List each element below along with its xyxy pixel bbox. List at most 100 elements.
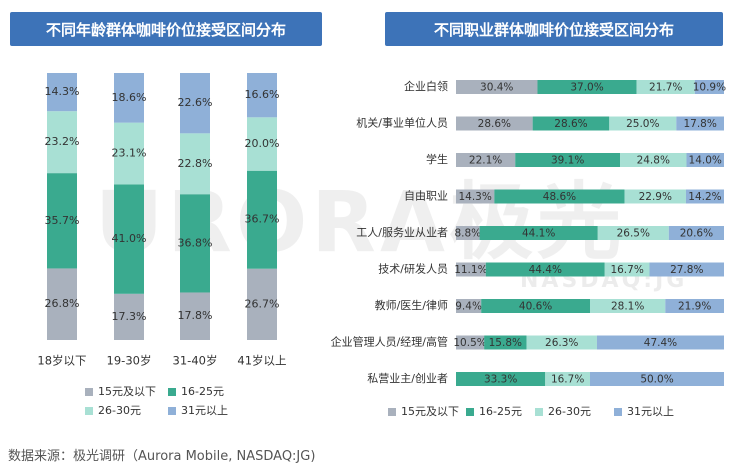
data-label: 17.8%: [683, 118, 716, 130]
bar-segment: [590, 372, 724, 386]
bar-segment: [537, 80, 637, 94]
data-label: 25.0%: [626, 118, 659, 130]
bar-segment: [114, 184, 144, 294]
legend-label: 15元及以下: [98, 385, 156, 398]
bar-segment: [114, 73, 144, 123]
bar-segment: [247, 117, 277, 171]
data-label: 48.6%: [543, 191, 576, 203]
left-chart-title: 不同年龄群体咖啡价位接受区间分布: [10, 12, 322, 46]
data-label: 20.0%: [245, 137, 280, 150]
bar-segment: [47, 73, 77, 112]
y-tick-label: 私营业主/创业者: [367, 371, 448, 385]
data-label: 23.1%: [112, 147, 147, 160]
data-label: 44.1%: [522, 228, 555, 240]
data-label: 28.6%: [478, 118, 511, 130]
bar-segment: [665, 299, 724, 313]
data-label: 28.6%: [554, 118, 587, 130]
bar-segment: [456, 80, 538, 94]
bar-segment: [114, 122, 144, 185]
data-label: 26.3%: [545, 337, 578, 349]
bar-segment: [609, 116, 677, 131]
bar-segment: [620, 153, 687, 167]
bar-segment: [180, 73, 210, 134]
data-label: 40.6%: [519, 301, 552, 313]
legend-swatch: [466, 408, 474, 416]
bar-segment: [532, 116, 610, 131]
bar-segment: [456, 116, 533, 131]
data-label: 33.3%: [484, 374, 517, 386]
bar-segment: [515, 153, 621, 167]
y-tick-label: 自由职业: [404, 189, 448, 203]
y-tick-label: 工人/服务业从业者: [356, 226, 448, 239]
bar-segment: [247, 73, 277, 118]
bar-segment: [180, 292, 210, 340]
data-label: 27.8%: [670, 264, 703, 276]
bar-segment: [485, 262, 605, 277]
bar-segment: [686, 153, 724, 167]
legend-swatch: [168, 407, 176, 415]
bar-segment: [479, 226, 598, 240]
y-tick-label: 企业管理人员/经理/高管: [331, 335, 448, 349]
bar-segment: [526, 335, 597, 350]
data-label: 24.8%: [637, 155, 670, 167]
bar-segment: [604, 262, 650, 277]
bar-segment: [676, 116, 724, 131]
data-label: 18.6%: [112, 91, 147, 104]
y-tick-label: 机关/事业单位人员: [356, 116, 448, 130]
bar-segment: [484, 335, 527, 350]
right-chart-title: 不同职业群体咖啡价位接受区间分布: [385, 12, 723, 46]
bar-segment: [456, 226, 480, 240]
legend-label: 26-30元: [98, 404, 141, 417]
y-tick-label: 教师/医生/律师: [375, 298, 448, 312]
data-label: 47.4%: [644, 337, 677, 349]
data-label: 10.9%: [693, 82, 726, 94]
y-tick-label: 企业白领: [404, 79, 448, 93]
data-label: 30.4%: [480, 82, 513, 94]
legend-label: 15元及以下: [401, 405, 459, 418]
bar-segment: [596, 335, 724, 350]
bar-segment: [456, 153, 516, 167]
data-label: 10.5%: [453, 337, 486, 349]
data-label: 26.7%: [245, 297, 280, 310]
x-tick-label: 41岁以上: [237, 354, 286, 368]
data-label: 17.3%: [112, 310, 147, 323]
legend-label: 16-25元: [479, 405, 522, 418]
bar-segment: [494, 189, 625, 204]
data-label: 21.7%: [649, 82, 682, 94]
data-label: 22.1%: [469, 155, 502, 167]
data-label: 22.8%: [178, 157, 213, 170]
bar-segment: [47, 173, 77, 269]
bar-segment: [481, 299, 590, 313]
data-label: 14.0%: [689, 155, 722, 167]
data-label: 23.2%: [45, 135, 80, 148]
data-label: 16.7%: [551, 374, 584, 386]
data-label: 22.6%: [178, 96, 213, 109]
bar-segment: [114, 293, 144, 340]
legend-label: 26-30元: [548, 405, 591, 418]
y-tick-label: 技术/研发人员: [378, 262, 448, 276]
bar-segment: [456, 189, 495, 204]
bar-segment: [685, 189, 724, 204]
legend-label: 16-25元: [181, 385, 224, 398]
legend-swatch: [535, 408, 543, 416]
legend-swatch: [85, 388, 93, 396]
bar-segment: [590, 299, 666, 313]
data-label: 44.4%: [529, 264, 562, 276]
data-label: 39.1%: [551, 155, 584, 167]
bar-segment: [694, 80, 724, 94]
data-label: 41.0%: [112, 232, 147, 245]
data-label: 9.4%: [455, 301, 482, 313]
source-note: 数据来源：极光调研（Aurora Mobile, NASDAQ:JG): [8, 449, 316, 464]
data-label: 36.8%: [178, 236, 213, 249]
bar-segment: [636, 80, 695, 94]
data-label: 28.1%: [611, 301, 644, 313]
data-label: 15.8%: [489, 337, 522, 349]
legend-swatch: [388, 408, 396, 416]
data-label: 8.8%: [454, 228, 481, 240]
data-label: 17.8%: [178, 309, 213, 322]
bar-segment: [180, 194, 210, 293]
legend-swatch: [85, 407, 93, 415]
legend-swatch: [614, 408, 622, 416]
bar-segment: [597, 226, 669, 240]
